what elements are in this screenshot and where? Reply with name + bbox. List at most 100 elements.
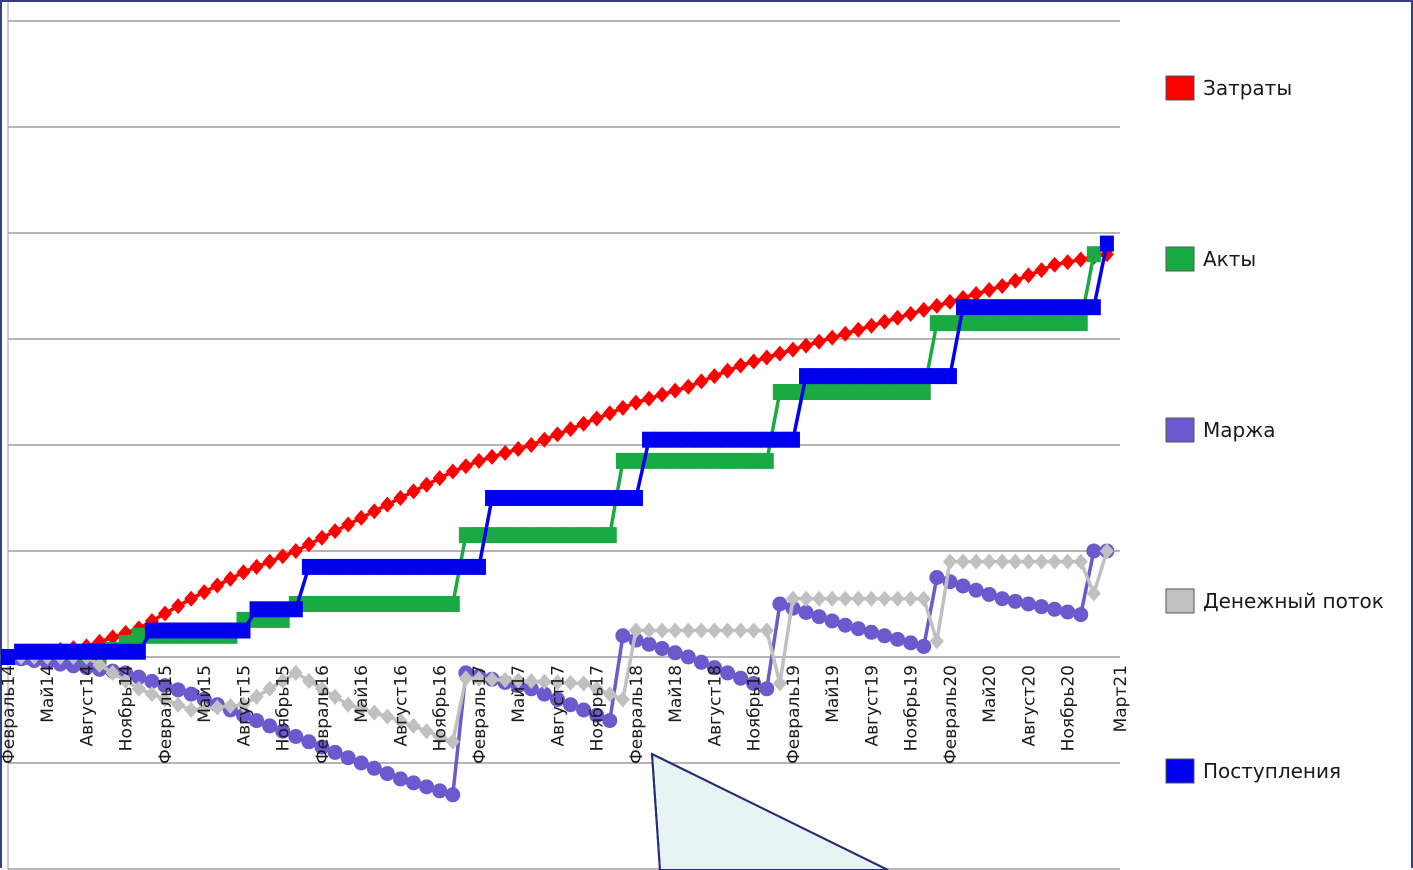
data-point <box>668 452 683 469</box>
data-point <box>863 624 879 640</box>
data-point <box>380 558 395 575</box>
data-point <box>1099 543 1114 559</box>
data-point <box>956 553 971 570</box>
data-point <box>341 558 356 575</box>
data-point <box>511 490 526 506</box>
data-point <box>982 281 997 298</box>
data-point <box>890 631 906 647</box>
data-point <box>118 672 133 689</box>
data-point <box>406 483 421 500</box>
data-point <box>628 622 643 639</box>
data-point <box>275 548 290 565</box>
data-point <box>550 426 565 443</box>
data-point <box>65 658 81 674</box>
data-point <box>210 577 225 594</box>
data-point <box>275 601 290 618</box>
data-point <box>969 315 984 332</box>
data-point <box>288 543 303 559</box>
data-point <box>589 680 604 697</box>
legend-swatch <box>1165 417 1195 443</box>
data-point <box>314 596 329 612</box>
data-point <box>916 638 932 654</box>
data-point <box>419 779 435 795</box>
data-point <box>354 596 369 612</box>
data-point <box>576 527 591 544</box>
data-point <box>1047 315 1062 332</box>
data-point <box>890 368 905 385</box>
x-tick-label: Февраль16 <box>313 665 333 764</box>
data-point <box>693 654 709 670</box>
data-point <box>131 627 146 644</box>
data-point <box>392 771 408 787</box>
data-point <box>1047 601 1063 617</box>
data-point <box>864 384 879 400</box>
data-point <box>1034 599 1050 615</box>
data-point <box>1086 246 1101 263</box>
data-point <box>78 660 94 676</box>
x-tick-label: Май17 <box>509 665 529 723</box>
data-point <box>550 674 565 691</box>
data-point <box>485 527 500 544</box>
data-point <box>393 558 408 575</box>
data-point <box>197 622 212 639</box>
data-point <box>995 299 1010 316</box>
data-point <box>602 686 617 703</box>
data-point <box>981 586 997 602</box>
data-point <box>445 787 461 803</box>
x-tick-label: Март21 <box>1111 665 1131 732</box>
data-point <box>366 760 382 776</box>
legend-swatch <box>1165 758 1195 784</box>
data-point <box>851 321 866 338</box>
data-point <box>707 452 722 469</box>
data-point <box>340 750 356 766</box>
data-point <box>969 285 984 302</box>
data-point <box>314 529 329 546</box>
series-layer <box>0 235 1115 803</box>
data-point <box>942 368 957 385</box>
data-point <box>445 463 460 480</box>
x-tick-label: Август18 <box>705 665 725 747</box>
x-tick-label: Февраль17 <box>470 665 490 764</box>
data-point <box>838 590 853 607</box>
data-point <box>837 617 853 633</box>
data-point <box>956 299 971 316</box>
data-point <box>301 734 317 750</box>
data-point <box>301 672 316 689</box>
series-0 <box>1 246 1114 665</box>
data-point <box>576 675 591 692</box>
x-tick-label: Май20 <box>980 665 1000 723</box>
data-point <box>498 527 513 544</box>
data-point <box>694 431 709 448</box>
data-point <box>916 384 931 400</box>
x-tick-label: Август19 <box>862 665 882 747</box>
data-point <box>995 553 1010 570</box>
data-point <box>171 696 186 713</box>
data-point <box>1047 553 1062 570</box>
legend-label: Поступления <box>1203 759 1341 783</box>
data-point <box>288 729 304 744</box>
data-point <box>367 558 382 575</box>
data-point <box>720 452 735 469</box>
data-point <box>890 309 905 326</box>
data-point <box>759 452 774 469</box>
data-point <box>681 622 696 639</box>
data-point <box>1034 299 1049 316</box>
data-point <box>1008 315 1023 332</box>
data-point <box>1020 596 1036 612</box>
data-point <box>969 299 984 316</box>
data-point <box>681 378 696 395</box>
data-point <box>798 604 814 620</box>
data-point <box>301 596 316 612</box>
data-point <box>1060 299 1075 316</box>
data-point <box>628 452 643 469</box>
data-point <box>353 755 369 771</box>
data-point <box>157 691 172 708</box>
data-point <box>642 431 657 448</box>
data-point <box>615 691 630 708</box>
legend-item: Затраты <box>1165 75 1292 101</box>
data-point <box>288 664 303 681</box>
data-point <box>1021 267 1036 284</box>
data-point <box>681 452 696 469</box>
x-tick-label: Май14 <box>38 665 58 723</box>
